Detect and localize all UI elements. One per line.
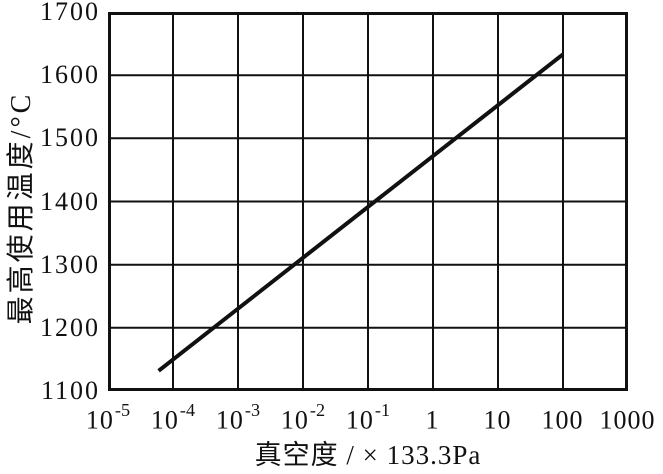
- x-tick-1e-4: 10-4: [128, 396, 218, 434]
- x-tick-1e-1: 10-1: [323, 396, 413, 434]
- gridlines: [108, 12, 628, 391]
- x-tick-1e-5: 10-5: [63, 396, 153, 434]
- plot-border: [108, 12, 628, 391]
- x-tick-base: 1: [425, 405, 440, 435]
- x-tick-exponent: -5: [114, 400, 131, 421]
- x-tick-exponent: -2: [309, 400, 326, 421]
- x-tick-100: 100: [518, 396, 608, 435]
- x-tick-1000: 1000: [583, 396, 663, 435]
- y-tick-1400: 1400: [40, 187, 100, 216]
- x-tick-base: 10: [85, 405, 114, 435]
- y-axis-title: 最高使用温度/°C: [6, 91, 37, 325]
- y-tick-1100: 1100: [40, 376, 100, 405]
- y-tick-1200: 1200: [40, 313, 100, 342]
- x-tick-1e-2: 10-2: [258, 396, 348, 434]
- x-tick-1e-3: 10-3: [193, 396, 283, 434]
- x-tick-base: 10: [150, 405, 179, 435]
- x-tick-base: 10: [483, 405, 512, 435]
- data-line: [157, 52, 565, 373]
- y-tick-1300: 1300: [40, 250, 100, 279]
- y-tick-1700: 1700: [40, 0, 100, 26]
- x-tick-exponent: -1: [374, 400, 391, 421]
- x-tick-base: 10: [345, 405, 374, 435]
- x-tick-base: 1000: [599, 405, 656, 435]
- x-tick-base: 100: [541, 405, 584, 435]
- x-tick-10: 10: [453, 396, 543, 435]
- x-tick-exponent: -3: [244, 400, 261, 421]
- x-tick-exponent: -4: [179, 400, 196, 421]
- x-tick-base: 10: [215, 405, 244, 435]
- plot-area: [108, 12, 628, 391]
- y-tick-1500: 1500: [40, 123, 100, 152]
- x-tick-base: 10: [280, 405, 309, 435]
- y-tick-1600: 1600: [40, 60, 100, 89]
- x-tick-1: 1: [388, 396, 478, 435]
- x-axis-title: 真空度 / × 133.3Pa: [254, 440, 482, 470]
